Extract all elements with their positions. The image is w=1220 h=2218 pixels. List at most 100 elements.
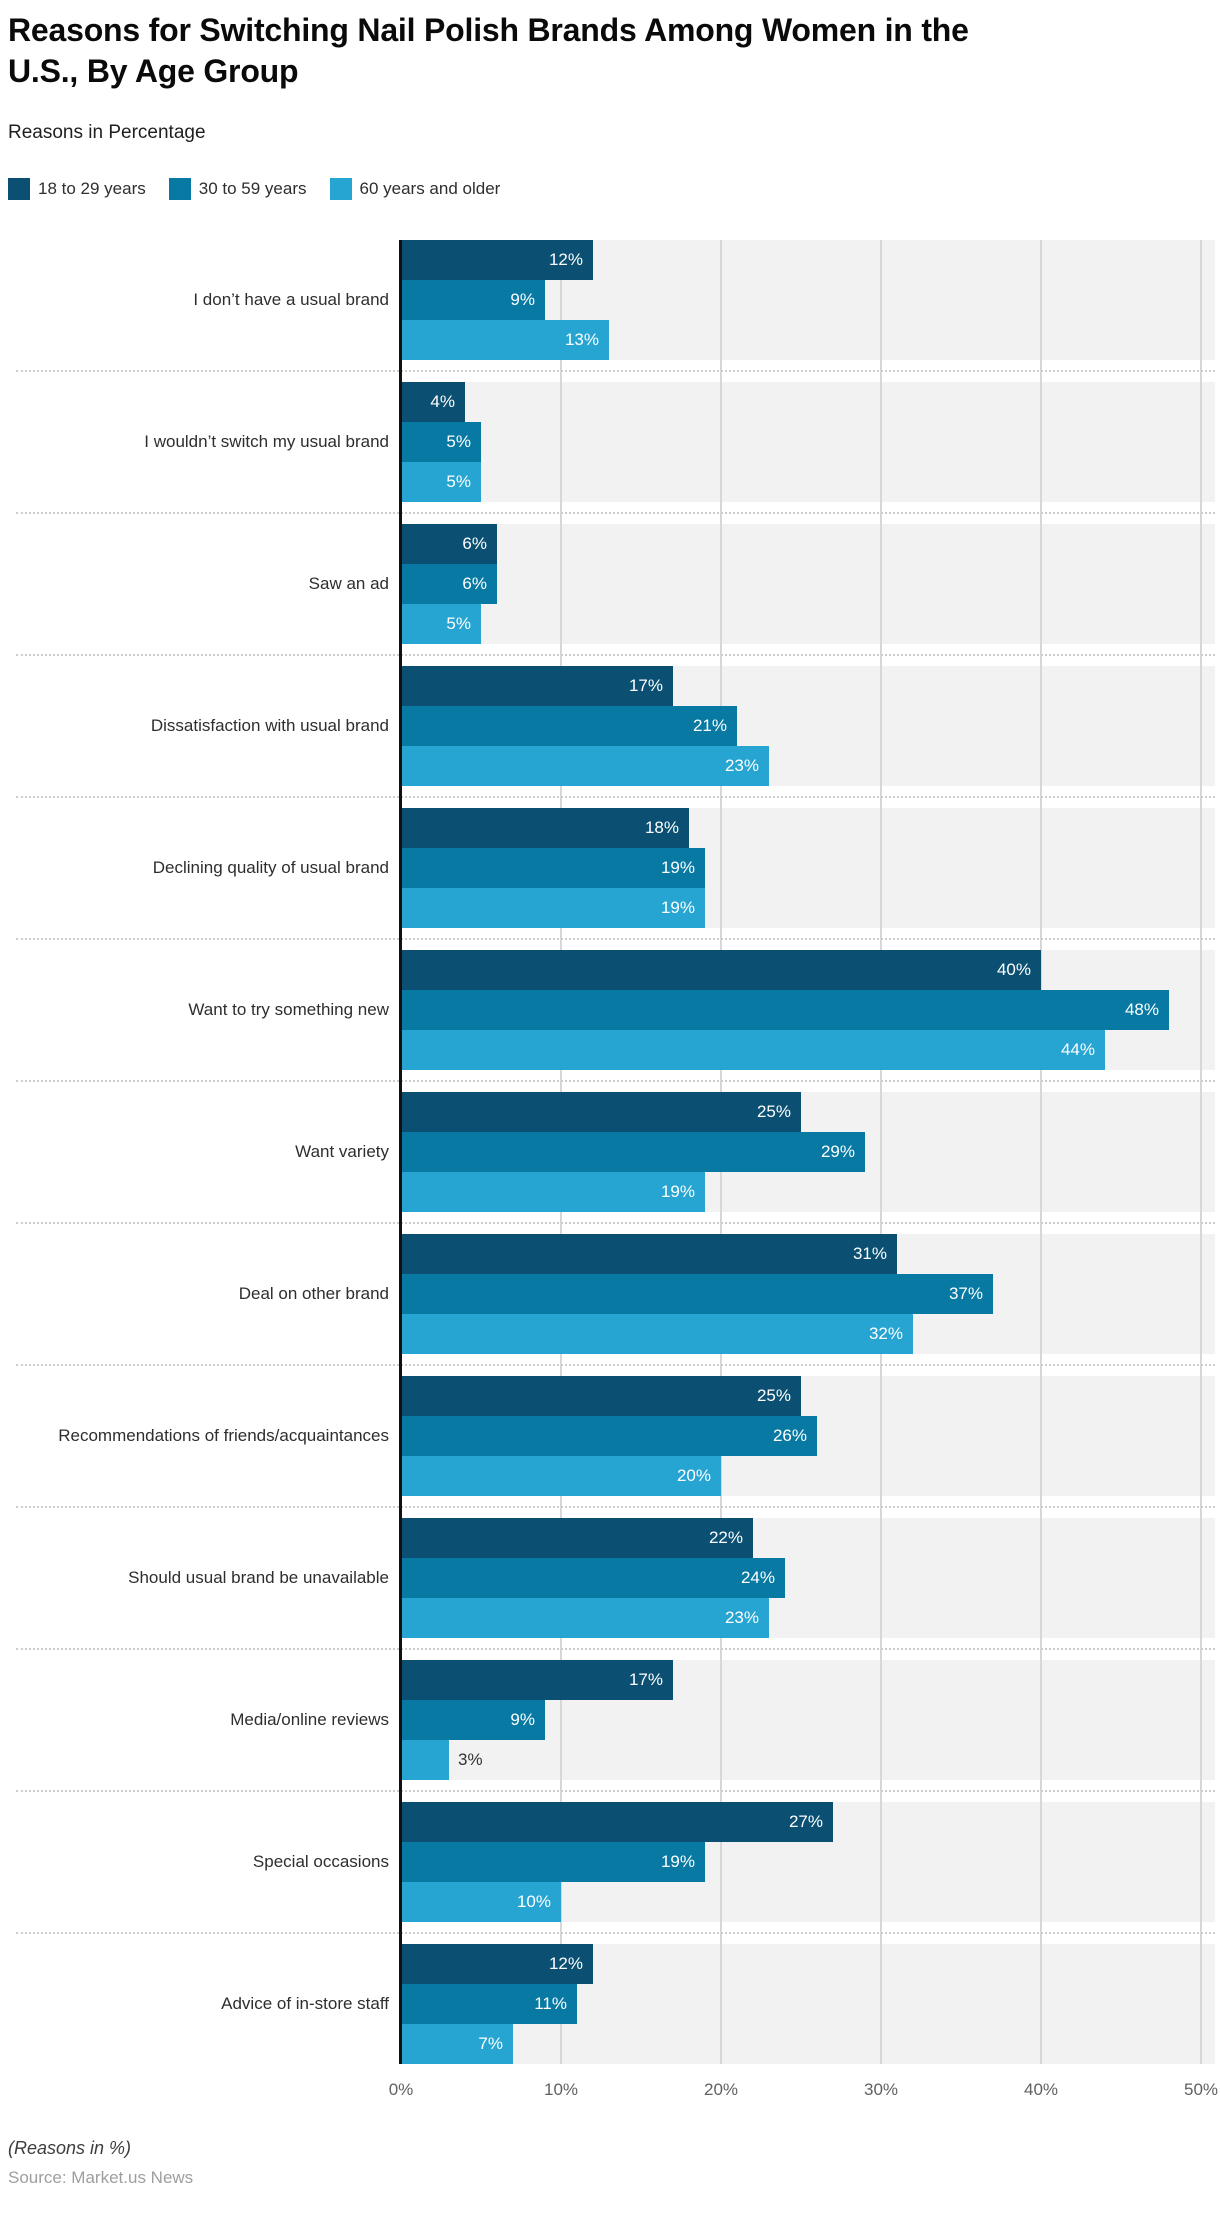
chart: I don’t have a usual brand 12% 9% 13% I woul… [8,240,1215,2065]
bar-value-label: 7% [478,2034,503,2054]
bar-value-label: 23% [724,756,759,776]
row-separator [16,1080,1215,1083]
bar: 23% [401,746,769,787]
category-label: Deal on other brand [238,1283,389,1303]
bar-value-label: 32% [868,1324,903,1344]
bar: 23% [401,1598,769,1639]
bar: 19% [401,848,705,889]
bar-value-label: 11% [534,1994,567,2014]
legend-item: 30 to 59 years [168,178,307,201]
category-label-cell: I wouldn’t switch my usual brand [8,382,401,502]
category-row: Deal on other brand 31% 37% 32% [8,1234,1215,1376]
plot-band: 25% 26% 20% [401,1376,1215,1497]
plot-band: 4% 5% 5% [401,382,1215,503]
plot-band: 17% 9% 3% [401,1660,1215,1781]
bar: 25% [401,1376,801,1417]
category-label-cell: I don’t have a usual brand [8,240,401,360]
category-label-cell: Want to try something new [8,950,401,1070]
plot-band: 31% 37% 32% [401,1234,1215,1355]
x-axis: 0% 10% 20% 30% 40% 50% [8,2080,1219,2102]
bar: 5% [401,604,481,645]
bar: 19% [401,888,705,929]
row-separator [16,796,1215,799]
legend-swatch-icon [8,178,30,201]
category-row: Declining quality of usual brand 18% 19% 19… [8,808,1215,950]
bar-value-label: 19% [660,1182,695,1202]
bar-value-label: 12% [548,1954,583,1974]
bar-value-label: 19% [660,898,695,918]
x-axis-tick-label: 10% [543,2080,579,2100]
category-label: Want to try something new [188,999,389,1019]
bar-value-label: 25% [756,1102,791,1122]
category-label-cell: Special occasions [8,1802,401,1922]
row-separator [16,1506,1215,1509]
bar-value-label: 26% [772,1426,807,1446]
legend-item: 60 years and older [329,178,500,201]
bar-value-label: 48% [1124,1000,1159,1020]
bar-value-label: 6% [462,534,487,554]
bar: 26% [401,1416,817,1457]
category-row: Advice of in-store staff 12% 11% 7% [8,1944,1215,2065]
category-row: Want to try something new 40% 48% 44% [8,950,1215,1092]
category-label: Should usual brand be unavailable [128,1567,389,1587]
legend-label: 18 to 29 years [38,179,146,199]
bar: 22% [401,1518,753,1559]
bar: 6% [401,564,497,605]
row-separator [16,1790,1215,1793]
bar: 24% [401,1558,785,1599]
category-row: Saw an ad 6% 6% 5% [8,524,1215,666]
bar-value-label: 44% [1060,1040,1095,1060]
plot-band: 12% 9% 13% [401,240,1215,361]
bar: 12% [401,240,593,281]
bar: 5% [401,422,481,463]
bar-value-label: 37% [948,1284,983,1304]
category-row: Media/online reviews 17% 9% 3% [8,1660,1215,1802]
x-axis-tick-label: 50% [1183,2080,1219,2100]
bar: 3% [401,1740,483,1781]
bar: 20% [401,1456,721,1497]
bar-value-label: 21% [692,716,727,736]
category-row: Should usual brand be unavailable 22% 24% 2… [8,1518,1215,1660]
bar-value-label: 13% [564,330,599,350]
category-row: I wouldn’t switch my usual brand 4% 5% 5% [8,382,1215,524]
plot-band: 40% 48% 44% [401,950,1215,1071]
category-row: Dissatisfaction with usual brand 17% 21% 23… [8,666,1215,808]
category-label-cell: Recommendations of friends/acquaintances [8,1376,401,1496]
category-label: Recommendations of friends/acquaintances [58,1425,389,1445]
bar: 48% [401,990,1169,1031]
bar: 7% [401,2024,513,2065]
bar-value-label: 10% [516,1892,551,1912]
bar: 27% [401,1802,833,1843]
category-label-cell: Dissatisfaction with usual brand [8,666,401,786]
category-label-cell: Should usual brand be unavailable [8,1518,401,1638]
category-label: Dissatisfaction with usual brand [150,715,389,735]
bar-value-label: 17% [628,1670,663,1690]
bar: 19% [401,1172,705,1213]
row-separator [16,1364,1215,1367]
plot-band: 22% 24% 23% [401,1518,1215,1639]
bar-value-label: 9% [510,1710,535,1730]
category-row: Recommendations of friends/acquaintances… [8,1376,1215,1518]
bar-value-label: 40% [996,960,1031,980]
plot-band: 17% 21% 23% [401,666,1215,787]
bar-value-label: 17% [628,676,663,696]
category-row: Special occasions 27% 19% 10% [8,1802,1215,1944]
bar-value-label: 24% [740,1568,775,1588]
bar: 32% [401,1314,913,1355]
category-label: Media/online reviews [230,1709,389,1729]
x-axis-tick-label: 40% [1023,2080,1059,2100]
category-label-cell: Want variety [8,1092,401,1212]
bar: 10% [401,1882,561,1923]
bar-value-label: 19% [660,858,695,878]
row-separator [16,938,1215,941]
bar: 25% [401,1092,801,1133]
category-row: Want variety 25% 29% 19% [8,1092,1215,1234]
bar-value-label: 20% [676,1466,711,1486]
bar: 9% [401,280,545,321]
row-separator [16,654,1215,657]
category-label: Declining quality of usual brand [152,857,389,877]
x-axis-tick-label: 20% [703,2080,739,2100]
bar-value-label: 4% [430,392,455,412]
bar: 17% [401,666,673,707]
